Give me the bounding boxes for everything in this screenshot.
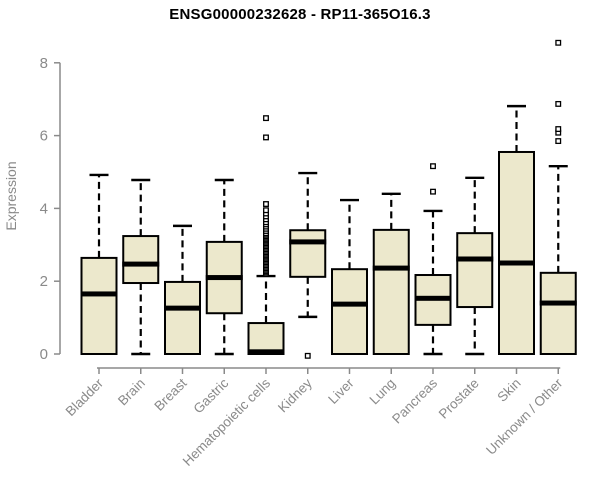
box-hematopoietic-cells [247, 115, 285, 355]
x-tick-label-bladder: Bladder [63, 375, 107, 419]
box-unknown-other [539, 39, 577, 355]
outlier-point [555, 39, 562, 46]
iqr-box [498, 150, 535, 355]
median-line [331, 301, 368, 307]
box-kidney [289, 171, 327, 359]
iqr-box [289, 229, 327, 278]
median-line [498, 260, 535, 266]
iqr-box [372, 228, 410, 356]
chart-title: ENSG00000232628 - RP11-365O16.3 [169, 6, 431, 23]
iqr-box [456, 232, 494, 309]
x-tick-label-unknown-other: Unknown / Other [483, 375, 566, 458]
outlier-point [263, 207, 269, 214]
box-liver [331, 198, 368, 355]
median-line [205, 275, 243, 281]
outlier-point [263, 134, 269, 141]
median-line [539, 300, 577, 306]
outlier-point [263, 201, 269, 207]
iqr-box [80, 256, 118, 355]
outlier-point [304, 352, 311, 359]
box-pancreas [414, 163, 452, 356]
median-line [80, 291, 118, 297]
x-tick-label-skin: Skin [494, 376, 523, 405]
outlier-point [555, 126, 562, 132]
box-brain [122, 178, 160, 356]
outlier-point [430, 188, 436, 195]
x-tick-label-brain: Brain [115, 376, 148, 409]
iqr-box [247, 322, 285, 355]
median-line [456, 256, 494, 262]
y-tick-label: 4 [40, 200, 48, 217]
iqr-box [164, 280, 201, 356]
y-tick-label: 2 [40, 273, 48, 290]
x-tick-label-gastric: Gastric [191, 375, 232, 416]
box-breast [164, 224, 201, 356]
outlier-point [555, 100, 562, 107]
outlier-point [430, 163, 436, 170]
median-line [122, 261, 160, 267]
y-tick-label: 0 [40, 346, 48, 363]
median-line [372, 265, 410, 271]
iqr-box [539, 271, 577, 355]
y-tick-label: 8 [40, 55, 48, 72]
box-skin [498, 104, 535, 355]
box-lung [372, 192, 410, 356]
median-line [414, 295, 452, 301]
iqr-box [122, 235, 160, 285]
y-tick-label: 6 [40, 128, 48, 145]
iqr-box [331, 268, 368, 355]
x-tick-label-breast: Breast [151, 375, 189, 413]
y-axis-title: Expression [3, 161, 19, 230]
x-tick-label-lung: Lung [367, 376, 399, 408]
box-prostate [456, 176, 494, 356]
box-gastric [205, 178, 243, 356]
outlier-point [555, 138, 562, 145]
median-line [289, 239, 327, 245]
y-axis: 0 2 4 6 8 Expression [3, 55, 61, 363]
median-line [247, 349, 285, 355]
outlier-point [263, 115, 269, 122]
median-line [164, 305, 201, 311]
box-bladder [80, 173, 118, 355]
x-tick-label-liver: Liver [325, 375, 357, 407]
x-tick-label-pancreas: Pancreas [389, 375, 440, 426]
x-tick-label-kidney: Kidney [275, 375, 315, 415]
x-tick-label-prostate: Prostate [436, 376, 482, 422]
